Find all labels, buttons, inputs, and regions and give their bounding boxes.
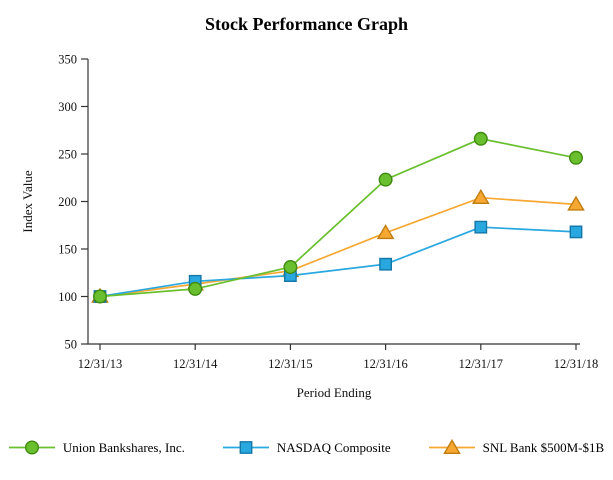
y-tick-label: 50 [65, 338, 78, 352]
y-tick-label: 250 [58, 148, 77, 162]
x-tick-label: 12/31/18 [554, 357, 598, 371]
data-point [379, 257, 392, 271]
data-point [188, 281, 203, 296]
legend: Union Bankshares, Inc. NASDAQ Composite SN… [0, 439, 613, 456]
data-point [474, 220, 488, 234]
chart-svg: 50 100 150 200 250 300 350 12/31/13 12/31/14 12/3… [20, 53, 598, 401]
y-tick-label: 350 [58, 53, 77, 67]
series-line [99, 226, 577, 298]
legend-label: SNL Bank $500M-$1B [482, 439, 605, 455]
data-point [378, 172, 393, 187]
x-tick-label: 12/31/16 [363, 357, 407, 371]
legend-marker-icon [8, 440, 55, 455]
x-tick-label: 12/31/17 [459, 357, 503, 371]
legend-label: NASDAQ Composite [276, 439, 391, 455]
data-point [376, 224, 395, 240]
series-line [99, 137, 577, 298]
series-line [99, 196, 577, 298]
y-tick-label: 300 [58, 100, 77, 114]
legend-item: SNL Bank $500M-$1B [428, 439, 605, 456]
data-point [283, 260, 298, 275]
legend-marker-icon [428, 439, 475, 454]
data-point [569, 225, 583, 239]
legend-marker-icon [222, 441, 269, 454]
data-point [473, 131, 488, 146]
data-point [92, 289, 107, 304]
x-axis-title: Period Ending [297, 385, 372, 400]
legend-item: NASDAQ Composite [222, 439, 391, 456]
y-tick-label: 150 [58, 243, 77, 257]
x-tick-label: 12/31/14 [173, 357, 218, 371]
x-tick-label: 12/31/13 [78, 357, 122, 371]
y-tick-label: 200 [58, 195, 77, 209]
data-point [569, 150, 584, 165]
data-point [567, 195, 585, 211]
data-point [471, 188, 490, 204]
axis-frame [87, 59, 580, 345]
chart-title: Stock Performance Graph [205, 14, 408, 34]
x-tick-label: 12/31/15 [268, 357, 312, 371]
y-axis-title: Index Value [20, 170, 35, 232]
y-tick-label: 100 [58, 290, 77, 304]
legend-item: Union Bankshares, Inc. [8, 439, 185, 456]
legend-label: Union Bankshares, Inc. [62, 439, 185, 455]
